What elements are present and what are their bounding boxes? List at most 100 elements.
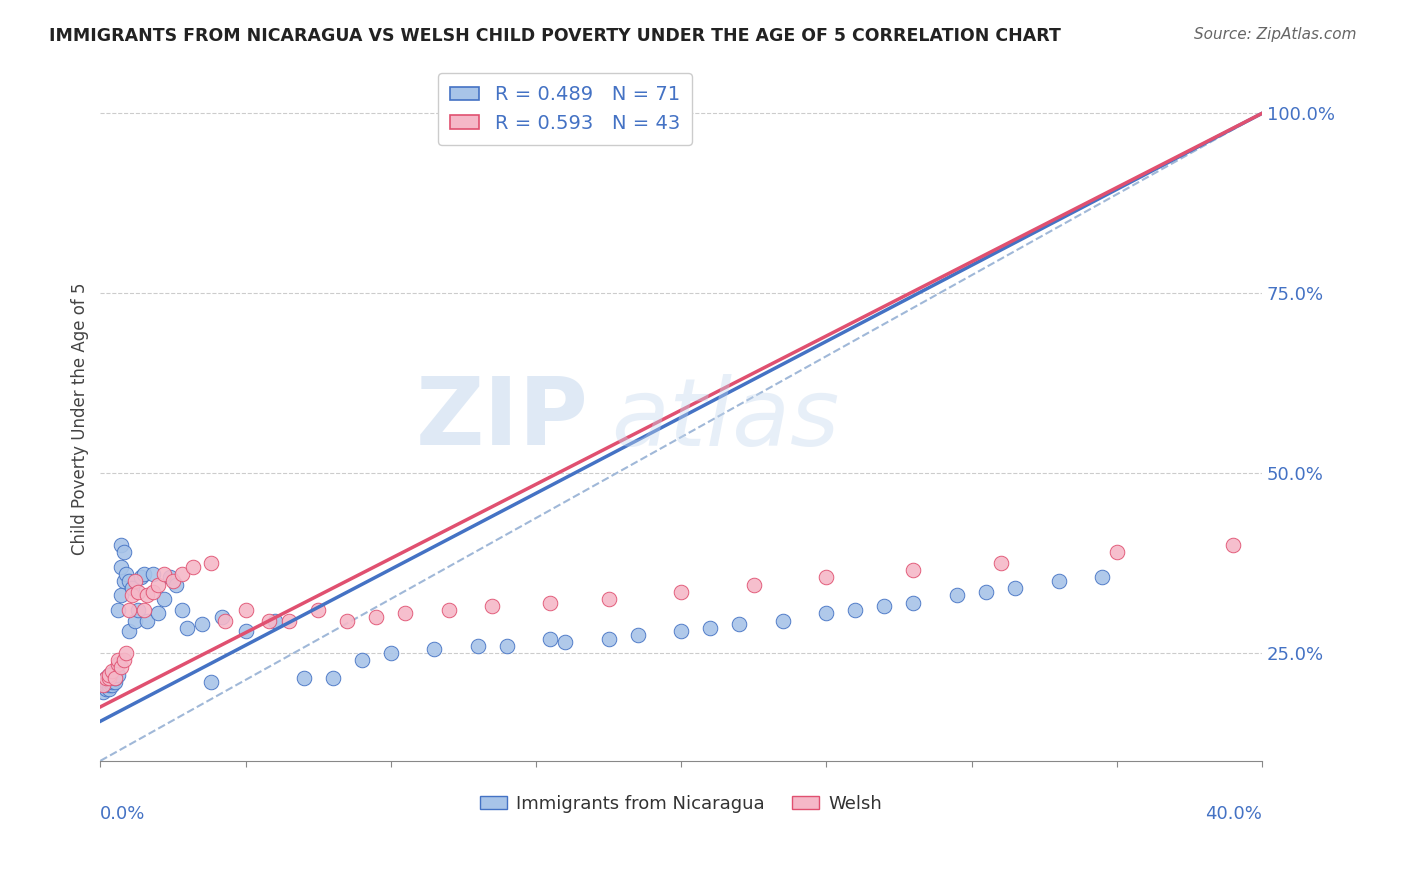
Point [235, 624, 257, 639]
Point [135, 588, 157, 602]
Point [98, 681, 121, 696]
Point [132, 603, 155, 617]
Point [121, 581, 143, 595]
Point [96, 678, 118, 692]
Point [96, 674, 118, 689]
Point [844, 603, 866, 617]
Point [107, 603, 129, 617]
Point [132, 566, 155, 581]
Point [903, 596, 925, 610]
Point [974, 584, 997, 599]
Point [153, 592, 176, 607]
Point [101, 664, 124, 678]
Point [626, 628, 648, 642]
Point [107, 657, 129, 671]
Point [423, 642, 446, 657]
Point [1047, 574, 1070, 588]
Point [1105, 545, 1128, 559]
Point [96, 671, 118, 685]
Point [307, 603, 329, 617]
Point [496, 639, 519, 653]
Point [101, 671, 124, 685]
Point [148, 577, 170, 591]
Point [170, 566, 193, 581]
Point [165, 577, 187, 591]
Point [121, 588, 143, 602]
Point [380, 646, 402, 660]
Point [257, 614, 280, 628]
Point [127, 584, 149, 599]
Point [91, 674, 114, 689]
Point [148, 607, 170, 621]
Point [98, 667, 121, 681]
Point [350, 653, 373, 667]
Point [101, 674, 124, 689]
Point [118, 624, 141, 639]
Text: atlas: atlas [612, 374, 839, 465]
Point [118, 603, 141, 617]
Point [104, 674, 127, 689]
Point [104, 667, 127, 681]
Point [96, 681, 118, 696]
Point [112, 574, 135, 588]
Point [540, 596, 562, 610]
Point [142, 584, 165, 599]
Point [118, 574, 141, 588]
Point [115, 566, 138, 581]
Point [990, 556, 1012, 570]
Point [540, 632, 562, 646]
Point [110, 559, 132, 574]
Point [104, 671, 127, 685]
Point [110, 538, 132, 552]
Point [598, 592, 620, 607]
Point [153, 566, 176, 581]
Point [110, 588, 132, 602]
Point [1091, 570, 1114, 584]
Point [98, 678, 121, 692]
Point [263, 614, 285, 628]
Point [554, 635, 576, 649]
Point [394, 607, 416, 621]
Point [214, 614, 236, 628]
Text: Source: ZipAtlas.com: Source: ZipAtlas.com [1194, 27, 1357, 42]
Legend: Immigrants from Nicaragua, Welsh: Immigrants from Nicaragua, Welsh [472, 788, 889, 820]
Point [211, 610, 233, 624]
Point [98, 671, 121, 685]
Point [112, 545, 135, 559]
Point [742, 577, 765, 591]
Text: ZIP: ZIP [415, 373, 588, 465]
Point [815, 570, 838, 584]
Point [142, 566, 165, 581]
Point [91, 678, 114, 692]
Point [107, 667, 129, 681]
Point [96, 671, 118, 685]
Point [127, 603, 149, 617]
Point [98, 667, 121, 681]
Point [162, 574, 184, 588]
Point [159, 570, 181, 584]
Point [107, 653, 129, 667]
Point [322, 671, 344, 685]
Point [815, 607, 838, 621]
Point [129, 570, 152, 584]
Point [112, 653, 135, 667]
Point [278, 614, 301, 628]
Point [467, 639, 489, 653]
Point [669, 584, 692, 599]
Text: 0.0%: 0.0% [100, 805, 146, 823]
Point [728, 617, 751, 632]
Point [98, 674, 121, 689]
Point [200, 674, 222, 689]
Point [200, 556, 222, 570]
Point [366, 610, 388, 624]
Point [336, 614, 359, 628]
Point [669, 624, 692, 639]
Point [235, 603, 257, 617]
Point [124, 574, 146, 588]
Point [903, 563, 925, 577]
Point [437, 603, 460, 617]
Point [292, 671, 315, 685]
Point [598, 632, 620, 646]
Point [101, 667, 124, 681]
Point [91, 678, 114, 692]
